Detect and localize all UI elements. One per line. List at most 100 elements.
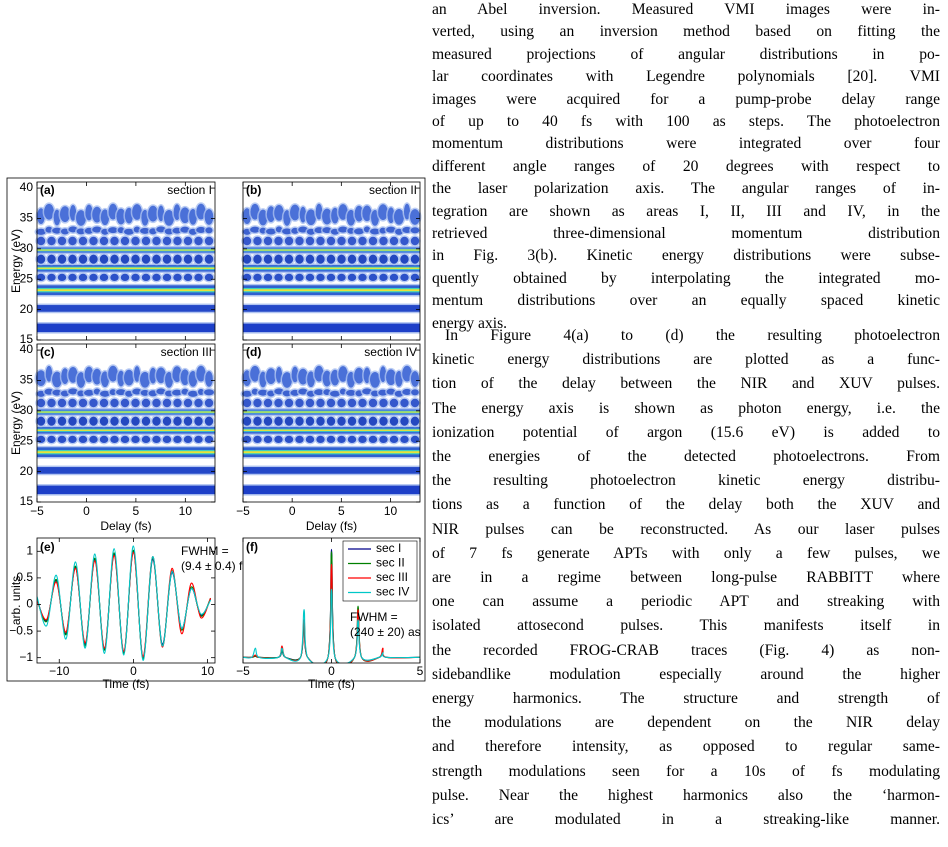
text-line: momentum distributions were integrated o… bbox=[432, 135, 940, 153]
heatmap-blob bbox=[141, 236, 151, 246]
text-line: ics’ are modulated in a streaking-like m… bbox=[432, 811, 940, 828]
heatmap-blob bbox=[347, 398, 357, 408]
heatmap-blob bbox=[316, 435, 325, 444]
heatmap-blob bbox=[68, 254, 77, 264]
heatmap-blob bbox=[194, 435, 203, 444]
heatmap-blob bbox=[295, 254, 304, 264]
heatmap-blob bbox=[253, 435, 262, 444]
heatmap-blob bbox=[306, 209, 316, 226]
heatmap-blob bbox=[194, 236, 203, 246]
heatmap-blob bbox=[116, 389, 126, 396]
heatmap-blob bbox=[326, 398, 336, 408]
heatmap-blob bbox=[141, 254, 151, 264]
heatmap-band bbox=[37, 323, 215, 333]
heatmap-blob bbox=[298, 388, 308, 395]
heatmap-blob bbox=[164, 228, 174, 235]
heatmap-blob bbox=[284, 273, 294, 282]
text-line: sidebandlike modulation especially aroun… bbox=[432, 665, 940, 683]
heatmap-blob bbox=[242, 273, 252, 282]
y-tick-label: 30 bbox=[20, 403, 34, 417]
heatmap-blob bbox=[266, 368, 276, 385]
heatmap-blob bbox=[274, 398, 283, 408]
heatmap-blob bbox=[354, 205, 364, 222]
heatmap-blob bbox=[358, 398, 367, 408]
text-line: images were acquired for a pump-probe de… bbox=[432, 90, 940, 108]
heatmap-blob bbox=[149, 367, 157, 384]
heatmap-blob bbox=[36, 254, 46, 264]
heatmap-blob bbox=[204, 209, 214, 225]
heatmap-blob bbox=[47, 273, 56, 282]
heatmap-band bbox=[243, 323, 420, 333]
heatmap-blob bbox=[78, 435, 88, 444]
heatmap-blob bbox=[284, 435, 294, 444]
heatmap-blob bbox=[389, 254, 399, 264]
y-tick-label: 35 bbox=[20, 211, 34, 225]
heatmap-blob bbox=[205, 371, 213, 387]
heatmap-blob bbox=[410, 236, 420, 246]
heatmap-blob bbox=[152, 254, 161, 264]
heatmap-blob bbox=[253, 236, 262, 246]
text-line: energy harmonics. The structure and stre… bbox=[432, 690, 940, 707]
heatmap-blob bbox=[305, 416, 315, 426]
heatmap-blob bbox=[291, 366, 299, 383]
heatmap-blob bbox=[326, 254, 336, 264]
heatmap-blob bbox=[76, 210, 86, 226]
text-line: isolated attosecond pulses. This manifes… bbox=[432, 617, 940, 635]
text-line: in Fig. 3(b). Kinetic energy distributio… bbox=[432, 247, 940, 265]
x-tick-label: 10 bbox=[384, 504, 398, 518]
text-line: The energy axis is shown as photon energ… bbox=[432, 399, 940, 417]
heatmap-blob bbox=[110, 236, 119, 246]
heatmap-blob bbox=[36, 370, 46, 387]
heatmap-blob bbox=[68, 236, 77, 246]
heatmap-blob bbox=[326, 273, 336, 282]
heatmap-blob bbox=[263, 416, 273, 426]
heatmap-blob bbox=[305, 254, 315, 264]
heatmap-blob bbox=[394, 208, 404, 225]
heatmap-blob bbox=[347, 435, 357, 444]
heatmap-blob bbox=[78, 398, 88, 408]
panel-label: (b) bbox=[246, 183, 261, 197]
heatmap-blob bbox=[156, 367, 166, 384]
heatmap-blob bbox=[204, 398, 214, 408]
heatmap-core bbox=[243, 267, 420, 269]
y-tick-label: 35 bbox=[20, 373, 34, 387]
heatmap-blob bbox=[183, 398, 193, 408]
heatmap-blob bbox=[204, 435, 214, 444]
heatmap-band bbox=[243, 305, 420, 312]
heatmap-blob bbox=[44, 203, 54, 220]
heatmap-blob bbox=[131, 398, 140, 408]
heatmap-blob bbox=[36, 398, 46, 408]
heatmap-blob bbox=[242, 416, 252, 426]
heatmap-blob bbox=[263, 435, 273, 444]
heatmap-blob bbox=[326, 236, 336, 246]
heatmap-blob bbox=[379, 366, 387, 383]
heatmap-blob bbox=[36, 416, 46, 426]
heatmap-blob bbox=[131, 435, 140, 444]
x-tick-label: 0 bbox=[83, 504, 90, 518]
text-line: In Figure 4(a) to (d) the resulting phot… bbox=[445, 327, 940, 344]
heatmap-blob bbox=[99, 273, 109, 282]
heatmap-blob bbox=[389, 435, 399, 444]
annotation: FWHM = bbox=[350, 610, 398, 624]
heatmap-blob bbox=[410, 254, 420, 264]
section-label: section IV bbox=[364, 345, 417, 359]
heatmap-blob bbox=[379, 435, 388, 444]
annotation: FWHM = bbox=[181, 544, 229, 558]
panel-label: (d) bbox=[246, 345, 261, 359]
heatmap-blob bbox=[110, 435, 119, 444]
heatmap-blob bbox=[274, 236, 283, 246]
heatmap-blob bbox=[89, 416, 98, 426]
heatmap-blob bbox=[116, 208, 126, 225]
heatmap-blob bbox=[284, 416, 294, 426]
section-label: section II bbox=[369, 183, 417, 197]
x-tick-label: 5 bbox=[417, 664, 424, 678]
annotation: (240 ± 20) as bbox=[350, 625, 421, 639]
heatmap-blob bbox=[410, 398, 420, 408]
text-line: strength modulations seen for a 10s of f… bbox=[432, 762, 940, 780]
heatmap-blob bbox=[183, 435, 193, 444]
heatmap-blob bbox=[152, 398, 161, 408]
heatmap-blob bbox=[99, 254, 109, 264]
panel-frame bbox=[36, 343, 216, 503]
heatmap-blob bbox=[389, 236, 399, 246]
heatmap-band bbox=[243, 485, 420, 495]
